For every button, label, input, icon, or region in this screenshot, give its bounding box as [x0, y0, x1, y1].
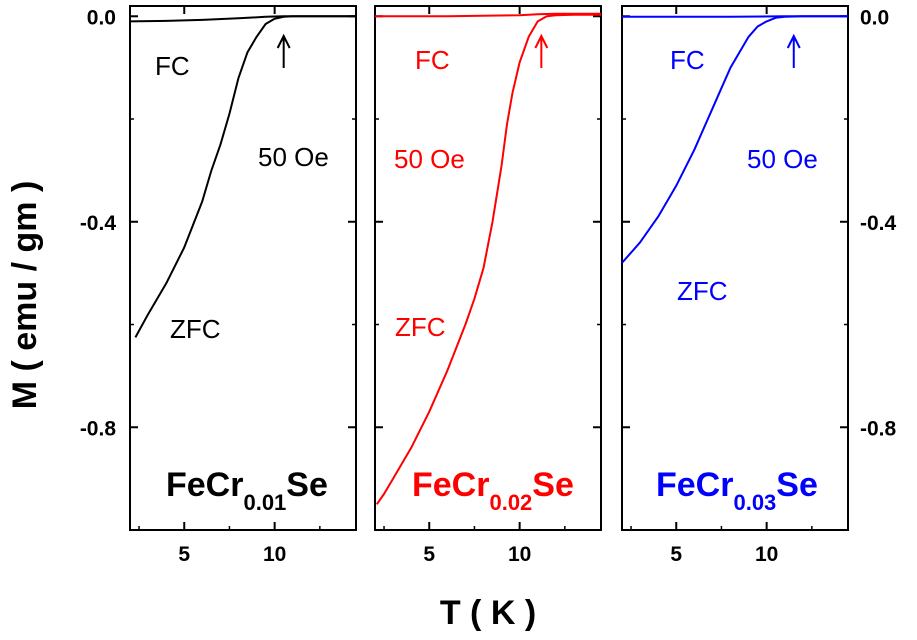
y-tick-label-right: -0.8	[860, 417, 897, 440]
y-tick-label: 0.0	[87, 6, 116, 29]
arrow-icon	[534, 33, 549, 68]
field-label: 50 Oe	[747, 144, 818, 174]
y-tick-label-right: -0.4	[860, 212, 897, 235]
x-axis-label: T ( K )	[440, 594, 536, 632]
panel-frame	[129, 5, 357, 531]
x-tick-label: 10	[263, 543, 286, 566]
panel-frame	[621, 5, 849, 531]
fc-label: FC	[670, 45, 705, 75]
compound-label: FeCr0.02Se	[412, 466, 574, 515]
field-label: 50 Oe	[394, 144, 465, 174]
series-zfc	[621, 15, 848, 264]
compound-label: FeCr0.01Se	[166, 466, 328, 515]
fc-label: FC	[155, 51, 190, 81]
y-axis-label: M ( emu / gm )	[6, 181, 44, 410]
series-zfc	[375, 13, 601, 505]
panel-2: 5 10 FC 50 Oe ZFC FeCr0.02Se	[374, 5, 602, 566]
series-zfc	[134, 15, 356, 338]
y-tick-label: -0.8	[80, 417, 117, 440]
y-tick-label: -0.4	[80, 212, 117, 235]
zfc-label: ZFC	[677, 276, 728, 306]
panel-3: 5 10 0.0 -0.4 -0.8 FC 50 Oe ZFC FeCr0.03Se	[621, 5, 897, 566]
panel-frame	[374, 5, 602, 531]
field-label: 50 Oe	[258, 142, 329, 172]
y-tick-label-right: 0.0	[860, 6, 889, 29]
fc-label: FC	[415, 45, 450, 75]
zfc-label: ZFC	[170, 314, 221, 344]
arrow-icon	[276, 33, 291, 68]
x-tick-label: 10	[755, 543, 778, 566]
x-tick-label: 5	[178, 543, 190, 566]
arrow-icon	[786, 33, 801, 68]
zfc-label: ZFC	[395, 312, 446, 342]
panel-1: 5 10 0.0 -0.4 -0.8 FC 50 Oe ZFC FeCr0.01Se	[80, 5, 357, 566]
series-fc	[375, 12, 601, 18]
x-tick-label: 10	[508, 543, 531, 566]
x-tick-label: 5	[670, 543, 682, 566]
compound-label: FeCr0.03Se	[656, 466, 818, 515]
x-tick-label: 5	[423, 543, 435, 566]
